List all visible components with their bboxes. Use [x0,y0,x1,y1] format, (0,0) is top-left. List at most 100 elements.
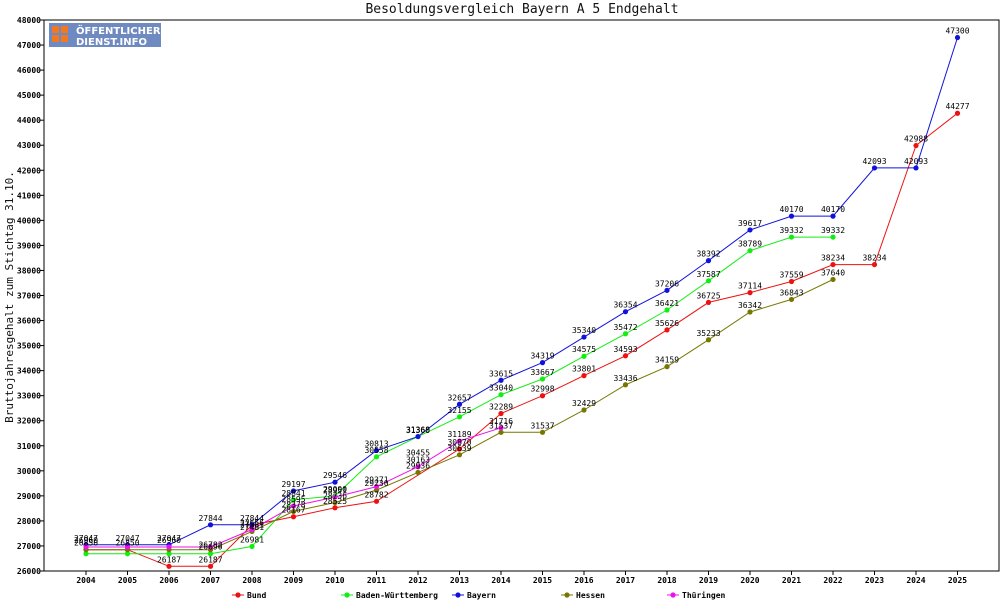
data-label: 28782 [364,490,388,499]
data-label: 29197 [281,480,305,489]
data-label: 33436 [613,374,637,383]
data-label: 33040 [489,384,513,393]
data-label: 26960 [74,536,98,545]
data-label: 27844 [198,514,222,523]
data-label: 39332 [821,226,845,235]
data-point [249,526,255,533]
data-point [290,497,297,503]
data-label: 37114 [738,282,762,291]
legend-marker [344,592,350,598]
data-point [332,499,338,506]
x-tick-label: 2019 [699,576,718,585]
y-tick-label: 36000 [17,317,41,326]
legend-item: Bund [247,591,266,600]
data-label: 26690 [198,543,222,552]
data-label: 29936 [406,461,430,470]
data-label: 36354 [613,301,637,310]
data-label: 29371 [364,476,388,485]
data-label: 34593 [613,345,637,354]
x-tick-label: 2024 [906,576,925,585]
data-point [249,522,255,528]
x-tick-label: 2021 [782,576,801,585]
data-label: 33667 [530,368,554,377]
data-label: 32998 [530,385,554,394]
x-tick-label: 2007 [201,576,220,585]
chart-data-labels: 2704726960268502704726850270472696026187… [74,27,970,565]
x-tick-label: 2022 [823,576,842,585]
data-label: 32429 [572,399,596,408]
data-point [788,296,795,303]
y-tick-label: 43000 [17,141,41,150]
data-point [83,544,89,550]
data-point [373,454,380,460]
data-point [539,393,546,399]
data-point [415,464,421,470]
data-point [456,401,463,407]
data-label: 31189 [447,430,471,439]
data-label: 27481 [240,523,264,532]
data-label: 31537 [530,421,554,430]
x-tick-label: 2009 [284,576,303,585]
data-point [705,337,712,343]
data-point [581,353,587,359]
y-axis-label: Bruttojahresgehalt zum Stichtag 31.10. [3,171,16,423]
y-tick-label: 46000 [17,66,41,75]
data-label: 40170 [779,205,803,214]
data-label: 31368 [406,426,430,435]
x-tick-label: 2012 [408,576,427,585]
data-point [830,234,836,240]
data-label: 30870 [447,438,471,447]
data-label: 37206 [655,279,679,288]
data-point [456,452,463,458]
chart-axes: 26000 27000 28000 29000 30000 31000 32000 33000… [17,16,1000,585]
y-tick-label: 35000 [17,342,41,351]
data-point [705,299,712,305]
y-tick-label: 40000 [17,216,41,225]
data-label: 42093 [904,157,928,166]
legend-item: Thüringen [682,590,726,600]
data-point [290,514,297,520]
data-point [788,213,795,219]
data-label: 32155 [447,406,471,415]
data-point [664,287,670,293]
data-point [539,360,546,366]
data-label: 27047 [115,534,139,543]
legend-marker [670,592,676,598]
data-label: 30455 [406,448,430,457]
data-point [415,469,421,476]
data-point [664,327,670,333]
x-tick-label: 2025 [948,576,967,585]
data-label: 39617 [738,219,762,228]
data-point [332,505,338,511]
data-point [830,261,836,268]
logo-text-line2: DIENST.INFO [76,37,147,48]
data-label: 36342 [738,301,762,310]
data-point [124,544,131,550]
data-point [166,551,172,557]
data-label: 35340 [572,326,596,335]
legend-item: Baden-Württemberg [356,591,438,600]
y-tick-label: 38000 [17,266,41,275]
x-tick-label: 2010 [325,576,344,585]
y-tick-label: 41000 [17,191,41,200]
data-point [498,392,504,398]
x-tick-label: 2011 [367,576,386,585]
data-label: 29000 [323,485,347,494]
legend-item: Hessen [576,591,605,600]
data-label: 31360 [406,426,430,435]
data-point [456,438,463,444]
data-point [207,551,214,557]
data-point [581,334,587,340]
x-tick-label: 2013 [450,576,469,585]
data-label: 40170 [821,205,845,214]
data-label: 38234 [862,254,886,263]
data-point [830,213,836,219]
y-tick-label: 48000 [17,16,41,25]
data-label: 47300 [945,27,969,36]
data-point [581,373,587,379]
data-label: 36421 [655,299,679,308]
data-point [207,563,214,569]
x-tick-label: 2023 [865,576,884,585]
data-point [954,110,961,116]
